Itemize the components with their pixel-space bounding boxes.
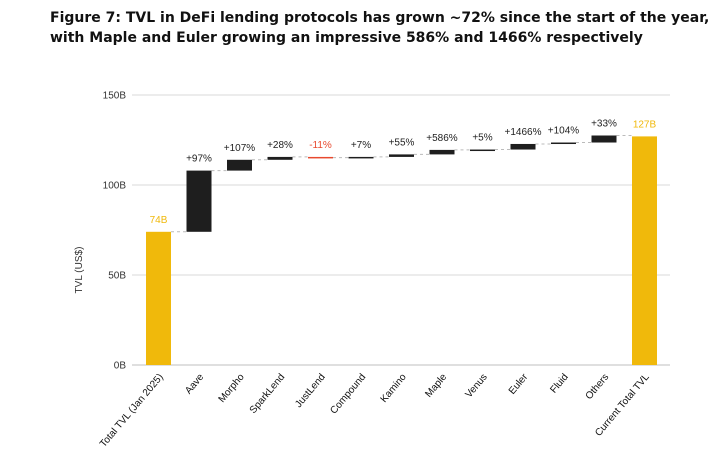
y-axis-label: TVL (US$) [74,247,85,294]
category-label-2: Morpho [217,372,248,405]
chart-title: Figure 7: TVL in DeFi lending protocols … [50,8,710,48]
category-label-7: Maple [423,372,449,400]
category-label-3: SparkLend [248,372,288,416]
x-axis-categories: Total TVL (Jan 2025) Aave Morpho SparkLend J… [98,371,652,449]
bars [146,135,657,365]
category-label-10: Fluid [548,372,570,396]
bar-2 [227,159,252,171]
category-label-6: Kamino [379,372,410,405]
bar-10 [551,142,576,145]
y-tick-label: 0B [114,361,127,372]
gridlines [132,94,670,366]
chart-title-line-1: Figure 7: TVL in DeFi lending protocols … [50,10,710,26]
bar-11 [591,135,617,143]
data-label-4: -11% [309,140,332,151]
data-label-12: 127B [633,119,657,130]
data-label-5: +7% [351,140,371,151]
data-label-11: +33% [591,119,617,130]
bar-8 [470,149,495,152]
data-label-0: 74B [150,215,168,226]
data-label-1: +97% [186,154,212,165]
data-label-6: +55% [389,137,415,148]
bar-7 [429,149,455,155]
connector-lines [171,135,632,233]
bar-4 [308,156,333,159]
bar-9 [510,143,536,150]
bar-0 [146,231,171,365]
data-label-10: +104% [548,126,580,137]
bar-6 [389,154,414,157]
bar-3 [267,156,293,160]
data-label-2: +107% [224,143,256,154]
data-label-3: +28% [267,140,293,151]
data-label-7: +586% [426,133,458,144]
bar-1 [186,170,212,232]
category-label-9: Euler [507,371,531,396]
category-label-11: Others [584,372,612,402]
chart-title-line-2: with Maple and Euler growing an impressi… [50,30,643,46]
y-axis-ticks: 0B 50B 100B 150B [103,91,127,372]
data-label-9: +1466% [505,127,542,138]
category-label-1: Aave [183,372,206,397]
y-tick-label: 50B [108,271,126,282]
category-label-0: Total TVL (Jan 2025) [98,372,166,450]
data-labels: 74B +97% +107% +28% -11% +7% +55% +586% +5% +1466… [150,119,657,226]
bar-12 [632,136,657,365]
y-tick-label: 100B [103,181,127,192]
category-label-8: Venus [463,372,489,400]
category-label-5: Compound [328,372,368,417]
data-label-8: +5% [472,133,492,144]
bar-5 [348,156,374,159]
category-label-4: JustLend [293,372,328,410]
y-tick-label: 150B [103,91,127,102]
